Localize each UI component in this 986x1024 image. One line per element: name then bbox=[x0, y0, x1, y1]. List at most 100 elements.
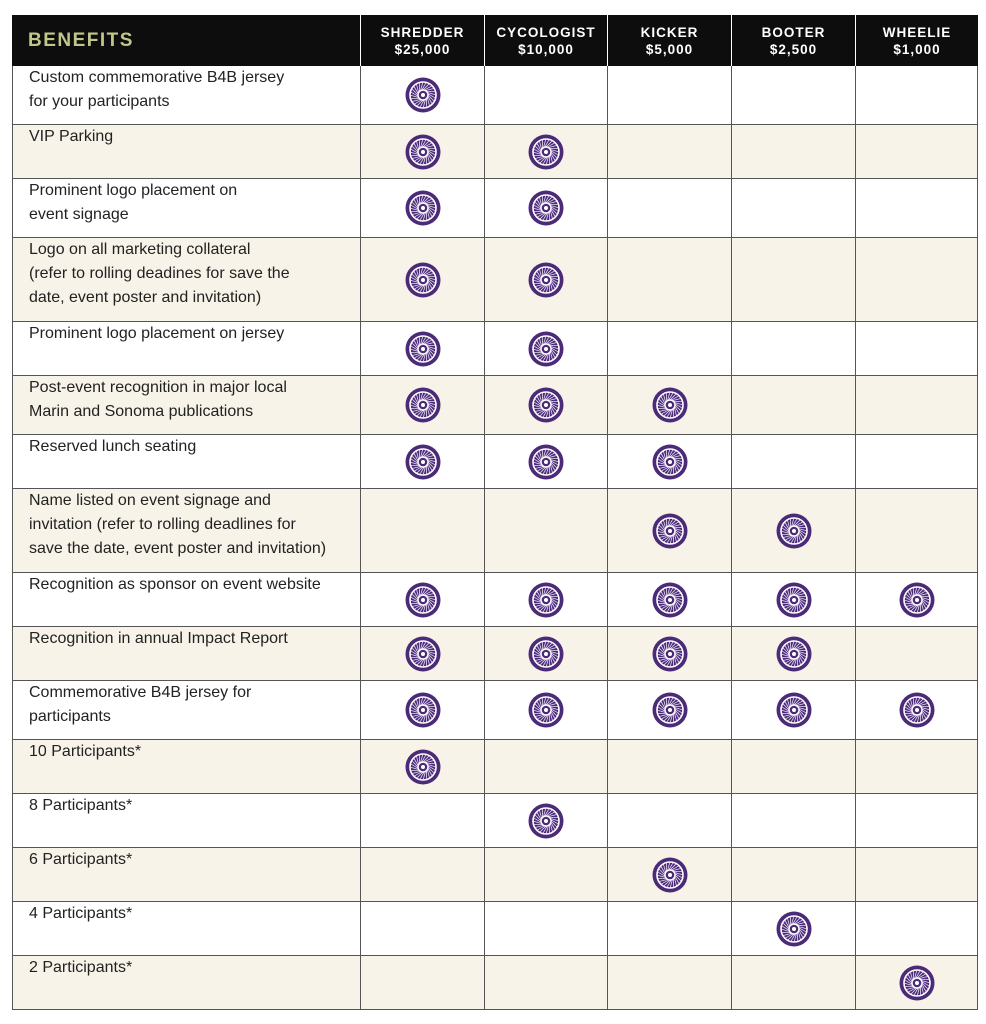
benefit-text: for your participants bbox=[29, 93, 170, 110]
benefit-text: Marin and Sonoma publications bbox=[29, 403, 254, 420]
tier-cell bbox=[731, 573, 855, 626]
tier-cell bbox=[731, 435, 855, 488]
benefit-text: 8 Participants* bbox=[29, 797, 133, 814]
tier-cell bbox=[484, 435, 607, 488]
wheel-icon bbox=[528, 262, 564, 297]
benefit-cell: Reserved lunch seating bbox=[12, 435, 360, 488]
tier-name: CYCOLOGIST bbox=[496, 24, 596, 40]
tier-cell bbox=[484, 902, 607, 955]
tier-cell bbox=[484, 848, 607, 901]
benefit-text: Recognition as sponsor on event website bbox=[29, 576, 321, 593]
tier-cell bbox=[731, 66, 855, 124]
benefit-cell: Recognition as sponsor on event website bbox=[12, 573, 360, 626]
benefit-row: 4 Participants* bbox=[12, 902, 978, 956]
tier-cell bbox=[855, 794, 978, 847]
benefit-cell: 10 Participants* bbox=[12, 740, 360, 793]
wheel-icon bbox=[405, 190, 440, 226]
tier-cell bbox=[731, 848, 855, 901]
wheel-icon bbox=[652, 387, 687, 423]
benefit-text: Commemorative B4B jersey for bbox=[29, 684, 252, 701]
tier-header: CYCOLOGIST $10,000 bbox=[484, 15, 607, 66]
benefit-row: Prominent logo placement on event signage bbox=[12, 179, 978, 238]
tier-cell bbox=[731, 322, 855, 375]
tier-cell bbox=[484, 179, 607, 237]
wheel-icon bbox=[899, 692, 935, 728]
benefit-row: VIP Parking bbox=[12, 125, 978, 179]
benefit-text: 4 Participants* bbox=[29, 905, 133, 922]
tier-cell bbox=[607, 794, 731, 847]
tier-cell bbox=[607, 573, 731, 626]
benefit-text: Recognition in annual Impact Report bbox=[29, 630, 288, 647]
tier-cell bbox=[484, 794, 607, 847]
wheel-icon bbox=[899, 965, 935, 1000]
tier-cell bbox=[607, 66, 731, 124]
benefit-text: Prominent logo placement on bbox=[29, 182, 238, 199]
tier-cell bbox=[360, 435, 484, 488]
tier-cell bbox=[484, 376, 607, 434]
header-row: BENEFITS SHREDDER $25,000 CYCOLOGIST $10,000… bbox=[12, 15, 978, 66]
wheel-icon bbox=[776, 636, 811, 671]
tier-cell bbox=[855, 489, 978, 572]
header-cell: BENEFITS bbox=[12, 15, 360, 66]
wheel-icon bbox=[652, 857, 687, 892]
tier-cell bbox=[855, 627, 978, 680]
tier-cell bbox=[360, 125, 484, 178]
tier-cell bbox=[360, 956, 484, 1009]
tier-cell bbox=[607, 627, 731, 680]
benefit-row: Commemorative B4B jersey for participants bbox=[12, 681, 978, 740]
wheel-icon bbox=[528, 134, 564, 169]
wheel-icon bbox=[405, 582, 440, 617]
tier-cell bbox=[731, 489, 855, 572]
tier-cell bbox=[484, 125, 607, 178]
tier-header: WHEELIE $1,000 bbox=[855, 15, 978, 66]
tier-name: BOOTER bbox=[761, 24, 826, 40]
tier-cell bbox=[484, 956, 607, 1009]
benefit-cell: VIP Parking bbox=[12, 125, 360, 178]
tier-cell bbox=[607, 435, 731, 488]
tier-cell bbox=[855, 740, 978, 793]
tier-cell bbox=[607, 848, 731, 901]
wheel-icon bbox=[652, 582, 687, 617]
tier-name: WHEELIE bbox=[882, 24, 952, 40]
tier-cell bbox=[731, 902, 855, 955]
wheel-icon bbox=[652, 692, 687, 728]
tier-header: KICKER $5,000 bbox=[607, 15, 731, 66]
wheel-icon bbox=[528, 444, 564, 479]
tier-cell bbox=[484, 681, 607, 739]
tier-cell bbox=[360, 179, 484, 237]
tier-cell bbox=[484, 740, 607, 793]
tier-cell bbox=[360, 66, 484, 124]
tier-cell bbox=[360, 489, 484, 572]
benefit-text: 10 Participants* bbox=[29, 743, 142, 760]
tier-cell bbox=[360, 627, 484, 680]
tier-cell bbox=[484, 627, 607, 680]
benefit-text: Logo on all marketing collateral bbox=[29, 241, 251, 258]
benefit-row: 2 Participants* bbox=[12, 956, 978, 1010]
tier-name: SHREDDER bbox=[380, 24, 465, 40]
tier-cell bbox=[731, 627, 855, 680]
benefit-text: Post-event recognition in major local bbox=[29, 379, 287, 396]
tier-cell bbox=[607, 740, 731, 793]
tier-cell bbox=[731, 179, 855, 237]
wheel-icon bbox=[776, 513, 811, 548]
benefit-text: (refer to rolling deadines for save the bbox=[29, 265, 290, 282]
tier-cell bbox=[360, 681, 484, 739]
tier-cell bbox=[607, 902, 731, 955]
tier-cell bbox=[731, 376, 855, 434]
benefit-cell: 8 Participants* bbox=[12, 794, 360, 847]
tier-cell bbox=[855, 956, 978, 1009]
tier-cell bbox=[731, 794, 855, 847]
benefit-cell: Commemorative B4B jersey for participants bbox=[12, 681, 360, 739]
benefit-text: save the date, event poster and invitati… bbox=[29, 540, 327, 557]
benefit-text: VIP Parking bbox=[29, 128, 114, 145]
benefit-cell: Prominent logo placement on jersey bbox=[12, 322, 360, 375]
benefit-cell: Recognition in annual Impact Report bbox=[12, 627, 360, 680]
tier-amount: $1,000 bbox=[893, 41, 941, 57]
benefit-text: 2 Participants* bbox=[29, 959, 133, 976]
tier-cell bbox=[607, 681, 731, 739]
tier-cell bbox=[484, 489, 607, 572]
benefit-row: 10 Participants* bbox=[12, 740, 978, 794]
tier-cell bbox=[855, 376, 978, 434]
wheel-icon bbox=[528, 636, 564, 671]
benefit-text: Reserved lunch seating bbox=[29, 438, 197, 455]
